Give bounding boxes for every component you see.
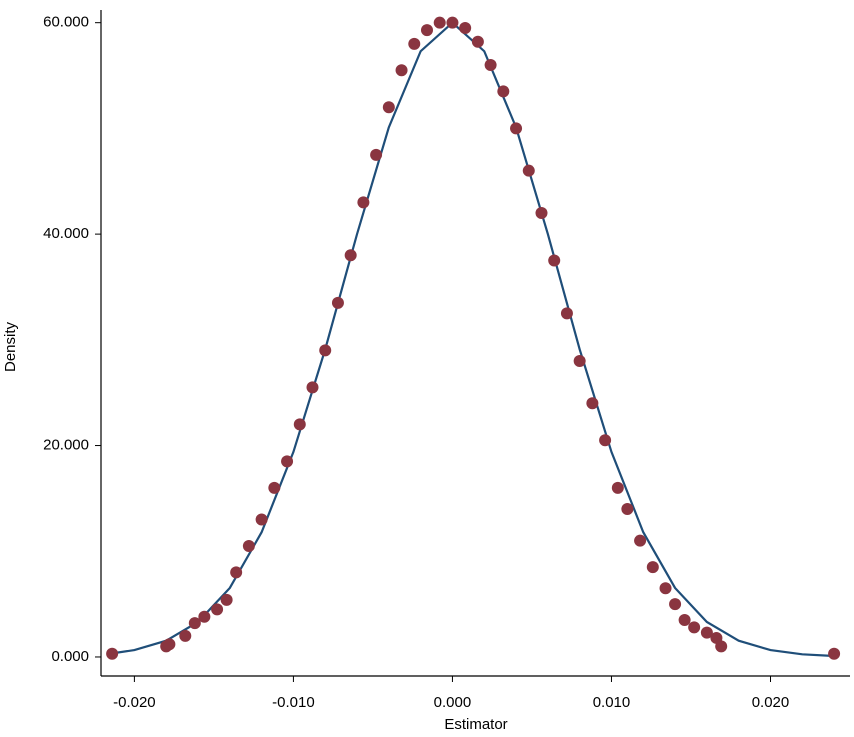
point xyxy=(599,434,612,447)
x-tick-label: 0.020 xyxy=(752,694,790,711)
point xyxy=(106,647,119,660)
point xyxy=(188,617,201,630)
y-tick-label: 40.000 xyxy=(43,225,89,242)
x-tick-label: 0.010 xyxy=(593,694,631,711)
point xyxy=(319,344,332,357)
y-tick-label: 60.000 xyxy=(43,14,89,31)
point xyxy=(230,566,243,579)
point xyxy=(560,307,573,320)
point xyxy=(331,296,344,309)
point xyxy=(446,16,459,29)
point xyxy=(357,196,370,209)
x-tick-label: -0.020 xyxy=(113,694,156,711)
y-tick-label: 20.000 xyxy=(43,437,89,454)
point xyxy=(497,85,510,98)
point xyxy=(255,513,268,526)
point xyxy=(646,561,659,574)
point xyxy=(611,481,624,494)
point xyxy=(669,598,682,611)
point xyxy=(634,534,647,547)
point xyxy=(828,647,841,660)
point xyxy=(163,638,176,651)
point xyxy=(433,16,446,29)
point xyxy=(688,621,701,634)
point xyxy=(370,148,383,161)
point xyxy=(548,254,561,267)
point xyxy=(510,122,523,135)
y-axis-label: Density xyxy=(2,321,19,372)
point xyxy=(420,24,433,37)
point xyxy=(621,502,634,515)
point xyxy=(700,626,713,639)
point xyxy=(382,101,395,114)
point xyxy=(522,164,535,177)
point xyxy=(293,418,306,431)
point xyxy=(484,58,497,71)
point xyxy=(395,64,408,77)
point xyxy=(573,354,586,367)
point xyxy=(268,481,281,494)
point xyxy=(198,610,211,623)
point xyxy=(281,455,294,468)
point xyxy=(344,249,357,262)
x-axis-label: Estimator xyxy=(444,716,507,733)
point xyxy=(715,640,728,653)
point xyxy=(220,593,233,606)
point xyxy=(471,35,484,48)
point xyxy=(211,603,224,616)
x-tick-label: -0.010 xyxy=(272,694,315,711)
point xyxy=(535,206,548,219)
point xyxy=(659,582,672,595)
point xyxy=(586,397,599,410)
point xyxy=(678,613,691,626)
y-tick-label: 0.000 xyxy=(51,648,89,665)
point xyxy=(459,21,472,34)
point xyxy=(179,629,192,642)
density-curve xyxy=(111,21,835,658)
point xyxy=(242,539,255,552)
point xyxy=(408,37,421,50)
x-tick-label: 0.000 xyxy=(434,694,472,711)
point xyxy=(306,381,319,394)
